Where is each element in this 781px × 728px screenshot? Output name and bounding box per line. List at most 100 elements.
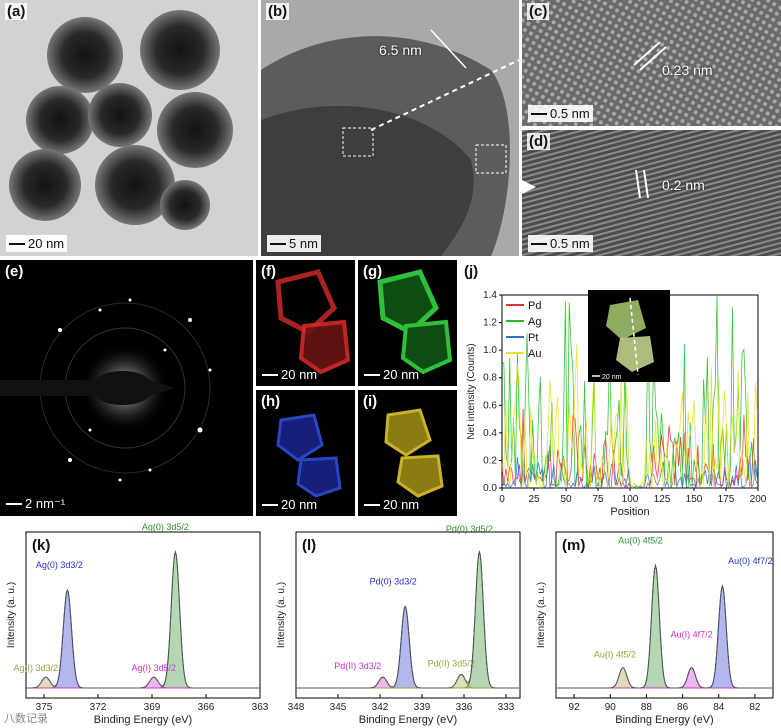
panel-i: (i) 20 nm xyxy=(358,390,457,516)
panel-label: (b) xyxy=(266,3,290,20)
scale-bar: 0.5 nm xyxy=(528,235,593,252)
y-axis-label: Intensity (a. u.) xyxy=(276,582,287,648)
panel-label: (l) xyxy=(302,537,316,554)
panel-c: 0.23 nm (c) 0.5 nm xyxy=(522,0,781,126)
scale-bar: 0.5 nm xyxy=(528,105,593,122)
x-tick-label: 50 xyxy=(560,494,572,505)
fit-envelope xyxy=(26,550,260,689)
xps-ag-chart: 375 372 369 366 363 Binding Energy (eV) Intens… xyxy=(6,522,268,726)
scale-bar: 2 nm⁻¹ xyxy=(6,496,65,512)
peak-component xyxy=(556,584,773,689)
y-tick-label: 0.0 xyxy=(483,483,497,494)
peak-label: Pd(II) 3d5/2 xyxy=(428,658,475,668)
scale-bar: 5 nm xyxy=(267,235,321,252)
x-tick-label: 125 xyxy=(654,494,671,505)
x-tick-label: 86 xyxy=(677,702,689,713)
inset-particle xyxy=(616,336,654,372)
y-tick-label: 0.2 xyxy=(483,455,497,466)
peak-label: Ag(0) 3d3/2 xyxy=(36,560,83,570)
panel-label: (d) xyxy=(527,133,551,150)
panel-label: (c) xyxy=(527,3,550,20)
x-tick-label: 363 xyxy=(252,702,268,713)
peak-label: Pd(0) 3d5/2 xyxy=(446,524,493,534)
xps-au-chart: 92 90 88 86 84 82 Binding Energy (eV) Intensity… xyxy=(536,531,774,726)
peak-label: Au(I) 4f7/2 xyxy=(671,630,713,640)
scale-bar: 20 nm xyxy=(6,235,68,252)
peak-label: Ag(0) 3d5/2 xyxy=(142,522,189,532)
panel-label: (h) xyxy=(261,393,281,410)
x-tick-label: 200 xyxy=(750,494,767,505)
legend-label: Ag xyxy=(528,316,541,328)
legend-label: Pt xyxy=(528,332,538,344)
peak-component xyxy=(556,563,773,689)
x-tick-label: 333 xyxy=(498,702,515,713)
panel-label: (i) xyxy=(363,393,378,410)
x-tick-label: 369 xyxy=(144,702,161,713)
inset-scale-label: 20 nm xyxy=(602,374,622,381)
y-tick-label: 0.4 xyxy=(483,428,497,439)
y-axis-label: Intensity (a. u.) xyxy=(6,582,17,648)
x-tick-label: 0 xyxy=(499,494,505,505)
y-tick-label: 1.4 xyxy=(483,290,497,301)
thickness-label: 6.5 nm xyxy=(379,42,422,58)
panel-label: (f) xyxy=(261,263,276,280)
x-tick-label: 348 xyxy=(288,702,305,713)
panel-e: (e) 2 nm⁻¹ xyxy=(0,260,253,516)
peak-label: Au(0) 4f5/2 xyxy=(618,536,663,546)
y-tick-label: 0.8 xyxy=(483,373,497,384)
tem-image-a xyxy=(0,0,258,256)
plot-frame xyxy=(25,531,261,699)
panel-m: 92 90 88 86 84 82 Binding Energy (eV) Intensity… xyxy=(530,520,781,728)
y-axis-label: Net intensity (Counts) xyxy=(466,343,477,439)
x-tick-label: 372 xyxy=(90,702,107,713)
xps-pd-chart: 348 345 342 339 336 333 Binding Energy (eV) Int… xyxy=(276,524,521,726)
y-tick-label: 0.6 xyxy=(483,400,497,411)
ag-map xyxy=(377,269,453,375)
plot-frame xyxy=(555,531,774,699)
scale-bar: 20 nm xyxy=(262,497,317,512)
y-tick-label: 1.2 xyxy=(483,318,497,329)
x-axis-label: Binding Energy (eV) xyxy=(94,714,192,726)
x-tick-label: 175 xyxy=(718,494,735,505)
panel-l: 348 345 342 339 336 333 Binding Energy (eV) Int… xyxy=(270,520,528,728)
series-line-au xyxy=(501,343,758,489)
x-tick-label: 336 xyxy=(456,702,473,713)
panel-label: (m) xyxy=(562,537,585,554)
inset-scan-line xyxy=(629,297,639,376)
x-tick-label: 25 xyxy=(528,494,540,505)
panel-b: 6.5 nm (b) 5 nm xyxy=(261,0,519,256)
x-tick-label: 100 xyxy=(622,494,639,505)
peak-label: Ag(I) 3d3/2 xyxy=(14,663,59,673)
legend-label: Pd xyxy=(528,300,541,312)
scale-bar: 20 nm xyxy=(364,497,419,512)
line-scan-chart: 0.0 0.2 0.4 0.6 0.8 1.0 1.2 1.4 0 25 50 75 100 125 150… xyxy=(464,263,767,518)
x-tick-label: 375 xyxy=(36,702,53,713)
x-tick-label: 84 xyxy=(713,702,725,713)
x-tick-label: 82 xyxy=(749,702,761,713)
panel-k: 375 372 369 366 363 Binding Energy (eV) Intens… xyxy=(0,520,268,728)
y-axis-label: Intensity (a. u.) xyxy=(536,582,547,648)
panel-a: (a) 20 nm xyxy=(0,0,258,256)
panel-f: (f) 20 nm xyxy=(256,260,355,386)
x-axis-label: Binding Energy (eV) xyxy=(359,714,457,726)
panel-label: (a) xyxy=(5,3,28,20)
x-axis-label: Binding Energy (eV) xyxy=(615,714,713,726)
panel-label: (k) xyxy=(32,537,50,554)
fit-envelope xyxy=(556,563,773,689)
panel-label: (j) xyxy=(464,263,478,280)
panel-d: 0.2 nm (d) 0.5 nm xyxy=(522,130,781,256)
panel-h: (h) 20 nm xyxy=(256,390,355,516)
peak-label: Pd(II) 3d3/2 xyxy=(334,661,381,671)
x-tick-label: 366 xyxy=(198,702,215,713)
panel-label: (e) xyxy=(5,263,24,280)
x-axis-label: Position xyxy=(610,506,649,518)
peak-label: Au(0) 4f7/2 xyxy=(728,556,773,566)
panel-label: (g) xyxy=(363,263,383,280)
pt-map xyxy=(276,413,342,498)
inset-particle xyxy=(606,300,646,340)
x-tick-label: 75 xyxy=(592,494,604,505)
pd-map xyxy=(275,269,351,375)
peak-label: Ag(I) 3d5/2 xyxy=(132,663,177,673)
x-tick-label: 88 xyxy=(641,702,653,713)
x-tick-label: 92 xyxy=(569,702,581,713)
